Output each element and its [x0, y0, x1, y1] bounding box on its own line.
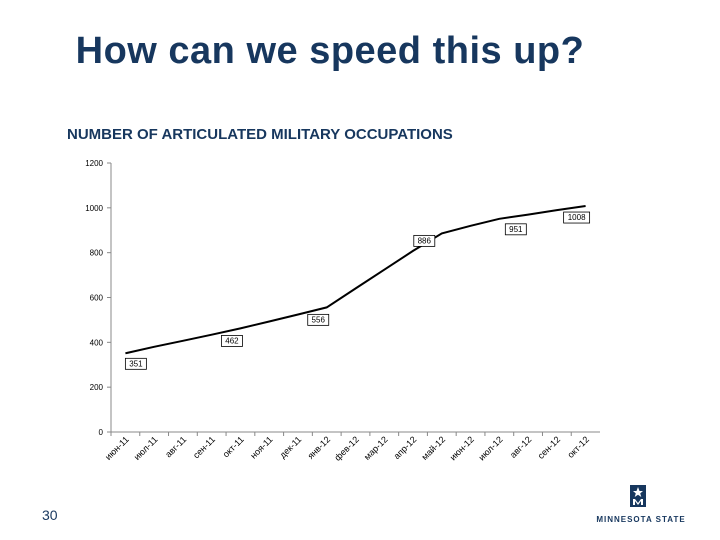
slide-title: How can we speed this up? — [75, 30, 585, 72]
x-tick-label: май-12 — [419, 434, 447, 462]
data-label-box — [504, 223, 527, 236]
data-label-box — [221, 335, 243, 347]
data-labels: 351 462 556 886 951 1008 — [124, 211, 591, 370]
data-label-box — [307, 313, 330, 326]
page-number: 30 — [42, 507, 58, 523]
y-tick-label: 200 — [90, 383, 104, 392]
x-tick-label: фев-12 — [332, 434, 360, 462]
x-tick-label: сен-11 — [191, 434, 217, 460]
y-tick-label: 0 — [99, 428, 104, 437]
x-tick-label: июл-11 — [132, 434, 160, 462]
y-tick-label: 600 — [90, 294, 104, 303]
y-tick-label: 400 — [90, 338, 104, 347]
x-tick-label: янв-12 — [306, 434, 333, 461]
data-label: 1008 — [568, 213, 586, 222]
series-group — [125, 205, 586, 355]
x-tick-label: июн-11 — [103, 434, 131, 462]
x-tick-label: дек-11 — [278, 434, 304, 460]
data-label-box — [124, 357, 147, 370]
x-tick-label: мар-12 — [362, 434, 390, 462]
x-tick-label: апр-12 — [392, 434, 419, 461]
x-tick-label: авг-12 — [508, 434, 534, 460]
x-tick-label: окт-11 — [221, 434, 246, 459]
x-axis-ticks: июн-11 июл-11 авг-11 сен-11 окт-11 ноя-11 дек-… — [103, 432, 591, 463]
x-tick-label: сен-12 — [536, 434, 563, 461]
chart-axes — [110, 163, 600, 433]
minnesota-state-logo: MINNESOTA STATE — [596, 485, 686, 530]
chart-title: NUMBER OF ARTICULATED MILITARY OCCUPATIO… — [67, 126, 453, 143]
x-tick-label: июл-12 — [477, 434, 505, 462]
logo-text: MINNESOTA STATE — [596, 515, 686, 524]
data-label-box — [563, 211, 591, 224]
y-tick-label: 1000 — [85, 204, 103, 213]
y-tick-label: 800 — [90, 249, 104, 258]
series-line — [125, 205, 586, 355]
x-tick-label: ноя-11 — [248, 434, 274, 460]
data-label: 462 — [225, 336, 239, 345]
y-axis-ticks: 0 200 400 600 800 1000 1200 — [85, 159, 111, 437]
data-label-box — [413, 234, 436, 247]
data-label: 886 — [418, 236, 432, 245]
x-tick-label: окт-12 — [565, 434, 591, 460]
x-tick-label: авг-11 — [163, 434, 188, 459]
data-label: 351 — [129, 359, 143, 368]
y-tick-label: 1200 — [85, 159, 103, 168]
data-label: 556 — [312, 315, 326, 324]
x-tick-label: июн-12 — [448, 434, 476, 462]
minnesota-state-m-icon — [630, 485, 646, 507]
data-label: 951 — [509, 225, 523, 234]
